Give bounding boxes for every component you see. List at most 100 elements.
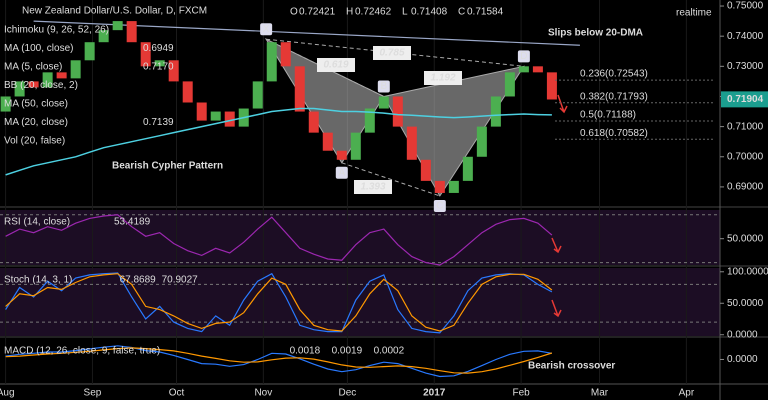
indicator-name: Vol (20, false) bbox=[4, 136, 65, 147]
ohlc-value: 0.71408 bbox=[411, 7, 448, 18]
series-line bbox=[5, 347, 553, 374]
indicator-name: MA (5, close) bbox=[4, 62, 62, 73]
candle bbox=[420, 159, 431, 181]
pane-readout: 67.8689 bbox=[120, 275, 157, 286]
pane-readout: 0.0002 bbox=[374, 346, 405, 357]
ohlc-key: O bbox=[290, 7, 298, 18]
series-line bbox=[5, 273, 553, 332]
y-tick-label: 0.74000 bbox=[727, 31, 764, 42]
candle bbox=[336, 150, 347, 160]
candle bbox=[56, 72, 67, 79]
y-tick-label: 50.0000 bbox=[727, 298, 764, 309]
pattern-point-label: D bbox=[520, 51, 527, 62]
candle bbox=[224, 111, 235, 127]
indicator-name: Ichimoku (9, 26, 52, 26) bbox=[4, 25, 109, 36]
pane-readout: 0.0018 bbox=[290, 346, 321, 357]
candle bbox=[28, 81, 39, 88]
fib-label: 0.5(0.71188) bbox=[580, 110, 636, 121]
indicator-name: MA (100, close) bbox=[4, 43, 73, 54]
pattern-point-label: B bbox=[380, 81, 387, 92]
annotation: Slips below 20-DMA bbox=[548, 28, 643, 39]
x-tick-label: Dec bbox=[338, 388, 356, 399]
candle bbox=[308, 111, 319, 133]
candle bbox=[532, 66, 543, 73]
candle bbox=[434, 180, 445, 193]
candle bbox=[14, 81, 25, 97]
candle bbox=[546, 72, 557, 100]
indicator-name: MA (20, close) bbox=[4, 117, 68, 128]
indicator-value: 0.7170 bbox=[143, 62, 174, 73]
fib-label: 0.618(0.70582) bbox=[580, 128, 648, 139]
pattern-point-box bbox=[433, 199, 446, 212]
indicator-name: MA (50, close) bbox=[4, 99, 68, 110]
series-line bbox=[5, 345, 553, 378]
last-price-label: 0.71904 bbox=[727, 94, 764, 105]
trendline bbox=[33, 20, 580, 46]
annotation: Bearish Cypher Pattern bbox=[112, 161, 223, 172]
x-tick-label: Sep bbox=[84, 388, 102, 399]
chart-title: New Zealand Dollar/U.S. Dollar, D, FXCM bbox=[22, 6, 207, 17]
candle bbox=[364, 108, 375, 133]
y-tick-label: 0.0000 bbox=[727, 354, 758, 365]
candle bbox=[210, 111, 221, 121]
candle bbox=[462, 156, 473, 181]
pattern-point-label: X bbox=[263, 24, 270, 35]
candle bbox=[168, 60, 179, 82]
arrow bbox=[551, 237, 562, 254]
candle bbox=[126, 21, 137, 43]
candle bbox=[154, 60, 165, 67]
ratio-label: 1.393 bbox=[360, 182, 385, 193]
ohlc-value: 0.71584 bbox=[467, 7, 504, 18]
y-tick-label: 0.69000 bbox=[727, 182, 764, 193]
ohlc-value: 0.72421 bbox=[299, 7, 336, 18]
candle bbox=[98, 30, 109, 43]
y-tick-label: 50.0000 bbox=[727, 233, 764, 244]
ratio-box bbox=[354, 180, 392, 194]
x-tick-label: Nov bbox=[254, 388, 272, 399]
last-price-box bbox=[721, 91, 768, 108]
ohlc-key: C bbox=[458, 7, 465, 18]
candle bbox=[476, 126, 487, 157]
x-tick-label: Oct bbox=[169, 388, 185, 399]
candle bbox=[266, 42, 277, 82]
series-line bbox=[5, 272, 553, 334]
candle bbox=[84, 42, 95, 61]
arrow bbox=[557, 94, 568, 114]
candle bbox=[490, 96, 501, 127]
candle bbox=[294, 66, 305, 112]
candle bbox=[182, 81, 193, 103]
pane-title: RSI (14, close) bbox=[4, 217, 70, 228]
candle bbox=[392, 96, 403, 127]
pattern-leg bbox=[341, 162, 441, 197]
candle bbox=[140, 42, 151, 67]
pane-readout: 0.0019 bbox=[332, 346, 363, 357]
candle bbox=[196, 102, 207, 121]
y-tick-label: 0.71000 bbox=[727, 121, 764, 132]
fib-label: 0.236(0.72543) bbox=[580, 69, 648, 80]
candle bbox=[378, 96, 389, 109]
ohlc-value: 0.72462 bbox=[355, 7, 392, 18]
pane-title: Stoch (14, 3, 1) bbox=[4, 275, 72, 286]
candle bbox=[406, 126, 417, 160]
pane-title: MACD (12, 26, close, 9, false, true) bbox=[4, 346, 160, 357]
ratio-box bbox=[373, 46, 411, 60]
fib-label: 0.382(0.71793) bbox=[580, 91, 648, 102]
ratio-box bbox=[317, 58, 355, 72]
x-tick-label: Mar bbox=[591, 388, 609, 399]
pattern-point-label: A bbox=[338, 167, 345, 178]
x-tick-label: Apr bbox=[679, 388, 695, 399]
candle bbox=[280, 42, 291, 67]
ratio-label: 0.785 bbox=[379, 48, 404, 59]
pattern-point-box bbox=[517, 50, 530, 63]
ratio-box bbox=[424, 71, 462, 85]
y-tick-label: 0.70000 bbox=[727, 151, 764, 162]
stoch-pane bbox=[0, 268, 720, 336]
indicator-value: 0.7139 bbox=[143, 117, 174, 128]
annotation: Bearish crossover bbox=[528, 361, 615, 372]
x-tick-label: Aug bbox=[0, 388, 15, 399]
candle bbox=[448, 180, 459, 193]
candle bbox=[252, 81, 263, 109]
candle bbox=[0, 96, 11, 112]
pattern-point-box bbox=[335, 166, 348, 179]
realtime-label: realtime bbox=[676, 8, 712, 19]
